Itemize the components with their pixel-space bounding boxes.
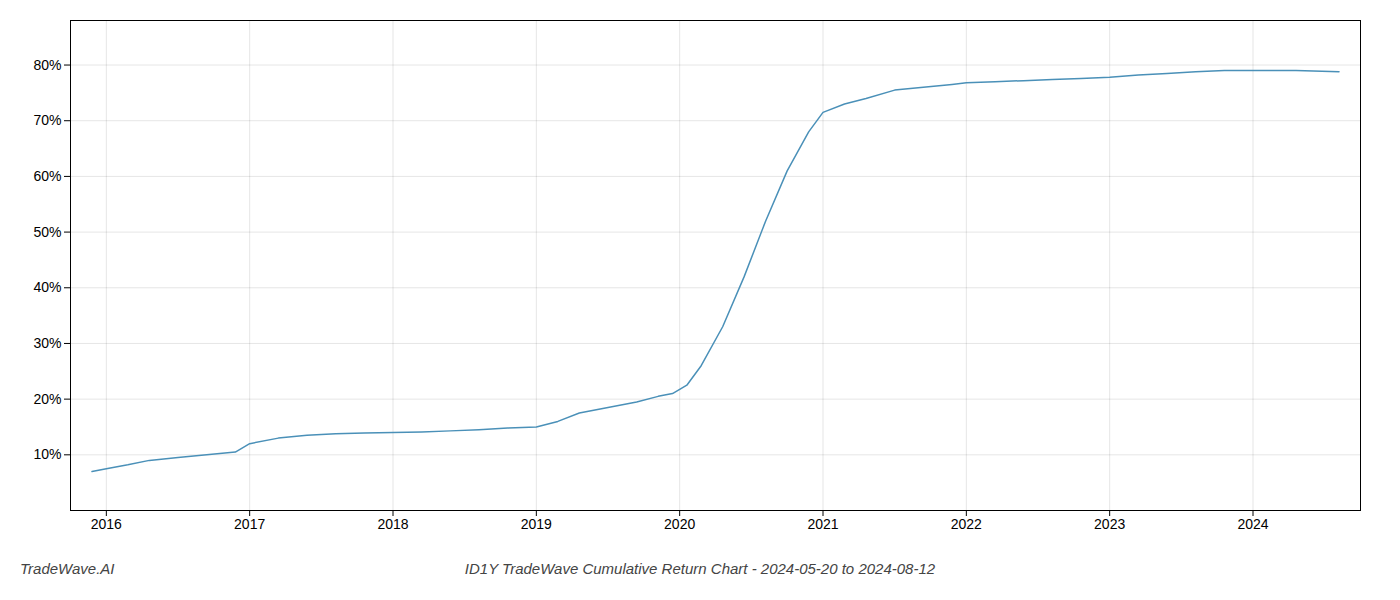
svg-text:30%: 30% — [33, 335, 61, 351]
html-text:ID1Y TradeWave Cumulative Retu: ID1Y TradeWave Cumulative Return Chart -… — [464, 560, 936, 577]
svg-text:2023: 2023 — [1094, 516, 1125, 532]
svg-text:50%: 50% — [33, 224, 61, 240]
svg-text:70%: 70% — [33, 112, 61, 128]
svg-text:40%: 40% — [33, 279, 61, 295]
svg-text:20%: 20% — [33, 391, 61, 407]
svg-text:2020: 2020 — [664, 516, 695, 532]
svg-text:2024: 2024 — [1237, 516, 1268, 532]
svg-text:2021: 2021 — [807, 516, 838, 532]
svg-text:10%: 10% — [33, 446, 61, 462]
svg-text:2022: 2022 — [951, 516, 982, 532]
svg-text:2016: 2016 — [91, 516, 122, 532]
html-text:TradeWave.AI: TradeWave.AI — [20, 560, 115, 577]
svg-text:2019: 2019 — [521, 516, 552, 532]
svg-text:60%: 60% — [33, 168, 61, 184]
svg-text:2018: 2018 — [377, 516, 408, 532]
svg-text:80%: 80% — [33, 57, 61, 73]
svg-text:2017: 2017 — [234, 516, 265, 532]
